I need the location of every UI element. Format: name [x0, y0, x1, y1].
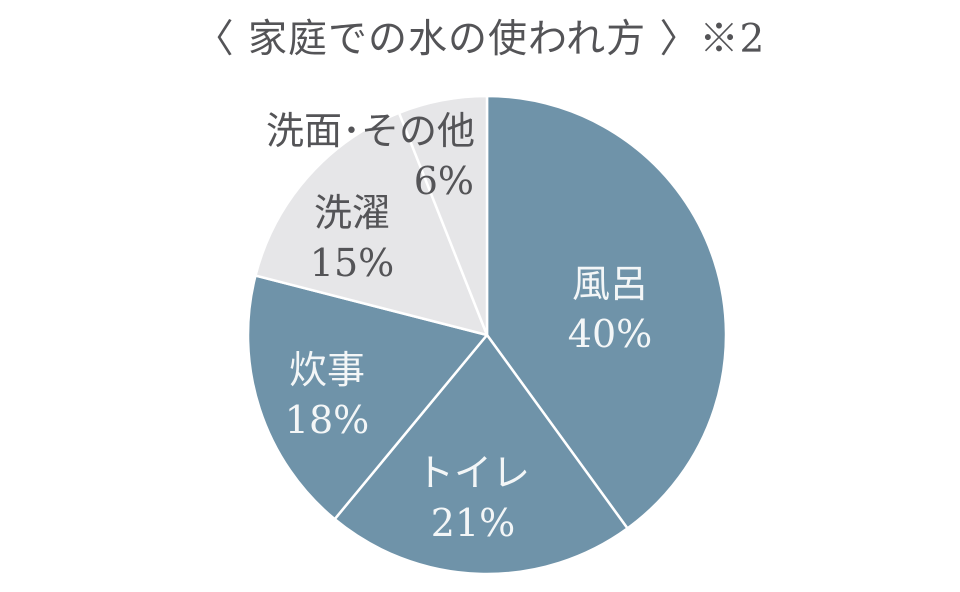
slice-name: 風呂 — [571, 262, 648, 306]
slice-percent: 15% — [309, 241, 395, 285]
slice-label-toilet: トイレ 21% — [408, 448, 538, 548]
pie-slice-2 — [246, 274, 489, 521]
slice-label-washing-other: 洗面･その他 6% — [266, 106, 476, 206]
slice-name: 洗濯 — [313, 191, 390, 235]
slice-percent: 21% — [430, 501, 516, 545]
slice-label-laundry: 洗濯 15% — [288, 188, 416, 288]
slice-percent: 6% — [413, 159, 474, 203]
pie-slice-3 — [254, 111, 489, 337]
pie-slice-4 — [397, 94, 489, 337]
slice-percent: 40% — [567, 312, 653, 356]
chart-title: 〈 家庭での水の使われ方 〉※2 — [194, 17, 766, 62]
pie-chart — [246, 94, 728, 576]
slice-name: トイレ — [415, 451, 530, 495]
pie-slice-0 — [485, 94, 728, 530]
slice-label-cooking: 炊事 18% — [262, 345, 392, 445]
slice-name: 洗面･その他 — [266, 109, 476, 153]
slice-label-bath: 風呂 40% — [545, 259, 675, 359]
slice-percent: 18% — [284, 398, 370, 442]
pie-slice-1 — [333, 333, 629, 576]
slice-name: 炊事 — [288, 348, 365, 392]
